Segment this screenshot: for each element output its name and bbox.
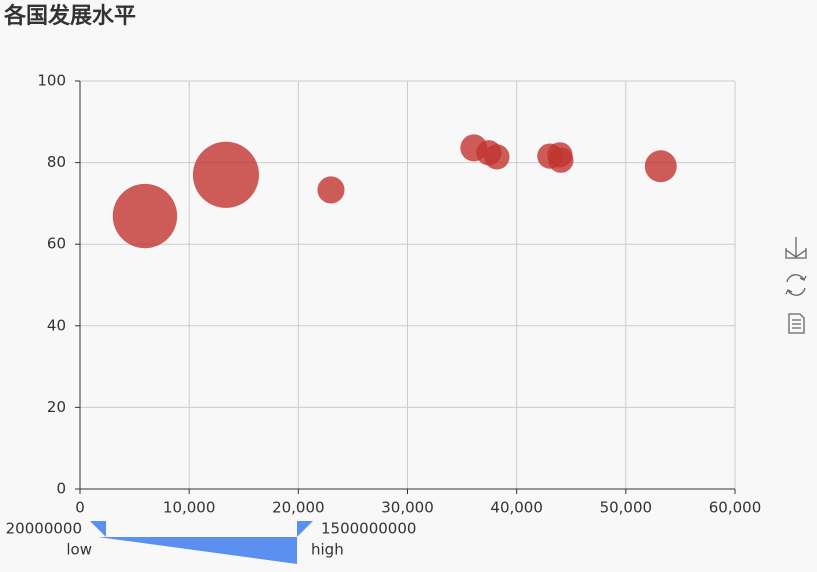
x-tick-label: 10,000 (163, 499, 216, 517)
visual-map-high: high (311, 541, 344, 559)
x-tick-label: 60,000 (709, 499, 762, 517)
x-tick-label: 30,000 (381, 499, 434, 517)
y-tick-label: 40 (47, 316, 66, 334)
chart-title: 各国发展水平 (3, 3, 136, 29)
bubble (192, 141, 260, 208)
y-tick-label: 60 (47, 235, 66, 253)
bubble (644, 150, 677, 183)
visual-map-bar (98, 537, 297, 564)
save-icon[interactable] (785, 237, 807, 259)
visual-map-low: low (66, 541, 92, 559)
x-tick-label: 40,000 (490, 499, 543, 517)
toolbox[interactable] (785, 237, 807, 334)
bubble (317, 176, 345, 204)
y-tick-label: 100 (37, 72, 66, 90)
bubble (484, 144, 510, 170)
x-tick-label: 0 (75, 499, 85, 517)
visual-map-max: 1500000000 (321, 520, 416, 538)
bubble (112, 183, 178, 249)
visual-map-min: 20000000 (6, 520, 82, 538)
data-view-icon[interactable] (788, 313, 805, 334)
visual-map-handle-low[interactable] (90, 521, 106, 537)
y-tick-label: 20 (47, 398, 66, 416)
x-tick-label: 20,000 (272, 499, 325, 517)
x-tick-label: 50,000 (600, 499, 653, 517)
y-tick-label: 80 (47, 153, 66, 171)
restore-icon[interactable] (785, 274, 807, 296)
bubble (548, 147, 574, 173)
visual-map-handle-high[interactable] (297, 521, 313, 537)
y-tick-label: 0 (56, 480, 66, 498)
